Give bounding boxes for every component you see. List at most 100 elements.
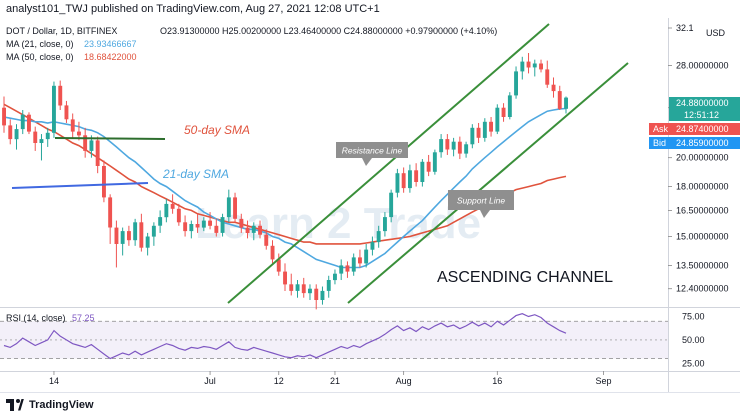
candle-body (33, 131, 38, 143)
candle-body (539, 63, 543, 70)
candle-body (389, 192, 394, 218)
channel-annotation: ASCENDING CHANNEL (437, 269, 613, 286)
publish-header: analyst101_TWJ published on TradingView.… (6, 3, 380, 15)
candle-body (283, 271, 287, 285)
candle-body (364, 249, 369, 264)
candle-body (70, 119, 75, 132)
candle-body (358, 257, 362, 264)
bid-tag (649, 137, 740, 149)
legend-ma21: MA (21, close, 0) (6, 39, 74, 49)
candle-body (370, 242, 375, 250)
candle-body (295, 284, 300, 291)
candle-body (351, 257, 356, 272)
footer: TradingView (0, 392, 740, 416)
candle-body (426, 161, 431, 172)
candle-body (470, 127, 475, 145)
candle-body (495, 107, 500, 132)
tradingview-brand: TradingView (29, 398, 94, 411)
candle-body (20, 114, 25, 130)
ma21-line (3, 107, 567, 269)
candle-body (551, 84, 556, 92)
candle-body (545, 69, 550, 85)
rsi-tick-label: 50.00 (682, 335, 705, 345)
candle-body (145, 236, 150, 248)
rsi-axis: 75.00 50.00 25.00 (682, 312, 705, 369)
ask-label: Ask (653, 124, 669, 134)
candle-body (176, 208, 181, 223)
candle-body (333, 273, 337, 281)
candle-body (401, 173, 406, 189)
candle-body (64, 105, 69, 120)
candle-body (251, 225, 256, 233)
candle-body (2, 107, 6, 126)
price-panel-bg (0, 18, 668, 307)
countdown-value: 12:51:12 (684, 110, 719, 120)
time-axis: 14 Jul 12 21 Aug 16 Sep (49, 371, 611, 386)
candle-body (226, 197, 231, 218)
candle-body (376, 231, 381, 243)
sma50-annotation: 50-day SMA (184, 123, 250, 137)
candle-body (383, 217, 387, 232)
candle-body (233, 197, 237, 219)
rsi-tick-label: 75.00 (682, 312, 705, 322)
candle-body (314, 288, 319, 300)
candle-body (208, 220, 212, 226)
candle-body (195, 224, 200, 228)
support-label: Support Line (457, 196, 505, 206)
candle-body (482, 121, 487, 138)
candle-body (276, 259, 281, 272)
price-tags: 24.88000000 12:51:12 Ask 24.87400000 Bid… (649, 97, 740, 149)
candle-body (451, 141, 456, 150)
candle-body (39, 139, 44, 143)
time-tick-label: Aug (396, 376, 412, 386)
ask-value: 24.87400000 (676, 124, 729, 134)
candle-body (120, 231, 125, 244)
price-tick-label: 13.50000000 (676, 260, 729, 270)
candle-body (464, 144, 469, 154)
candle-body (457, 141, 462, 154)
candle-body (108, 197, 113, 228)
candle-body (189, 224, 194, 232)
candle-body (183, 222, 188, 232)
candle-body (507, 95, 512, 117)
candle-body (520, 61, 525, 72)
time-tick-label: 12 (274, 376, 284, 386)
ask-tag (649, 123, 740, 135)
candle-body (445, 139, 450, 150)
currency-label: USD (706, 28, 726, 38)
rsi-tick-label: 25.00 (682, 358, 705, 368)
candle-body (52, 85, 56, 133)
legend-ma50-value: 18.68422000 (84, 52, 137, 62)
time-tick-label: Jul (204, 376, 216, 386)
candle-body (408, 170, 412, 189)
time-tick-label: Sep (595, 376, 611, 386)
legend-ohlc: O23.91300000 H25.00200000 L23.46400000 C… (160, 26, 497, 36)
candle-body (501, 107, 506, 117)
candle-body (258, 225, 262, 235)
candle-body (133, 222, 138, 241)
support-callout: Support Line (448, 190, 514, 218)
candle-body (420, 161, 425, 182)
candle-body (557, 91, 562, 109)
candle-body (14, 129, 19, 140)
candle-body (151, 225, 156, 237)
candle-body (489, 121, 493, 132)
price-tick-label: 18.00000000 (676, 182, 729, 192)
candle-body (164, 203, 169, 218)
price-tick-label: 32.1 (676, 23, 694, 33)
last-price-value: 24.88000000 (676, 98, 729, 108)
candle-body (102, 166, 106, 198)
candle-body (45, 132, 50, 140)
price-tick-label: 16.50000000 (676, 205, 729, 215)
candle-body (239, 218, 244, 228)
price-tick-label: 15.00000000 (676, 232, 729, 242)
legend: DOT / Dollar, 1D, BITFINEX O23.91300000 … (6, 26, 497, 323)
candle-body (27, 114, 31, 132)
candle-body (532, 63, 537, 68)
candle-body (58, 85, 63, 106)
candle-body (432, 152, 437, 172)
candle-body (245, 227, 250, 233)
candle-body (170, 203, 175, 209)
price-tick-label: 12.40000000 (676, 284, 729, 294)
candle-body (77, 131, 81, 136)
